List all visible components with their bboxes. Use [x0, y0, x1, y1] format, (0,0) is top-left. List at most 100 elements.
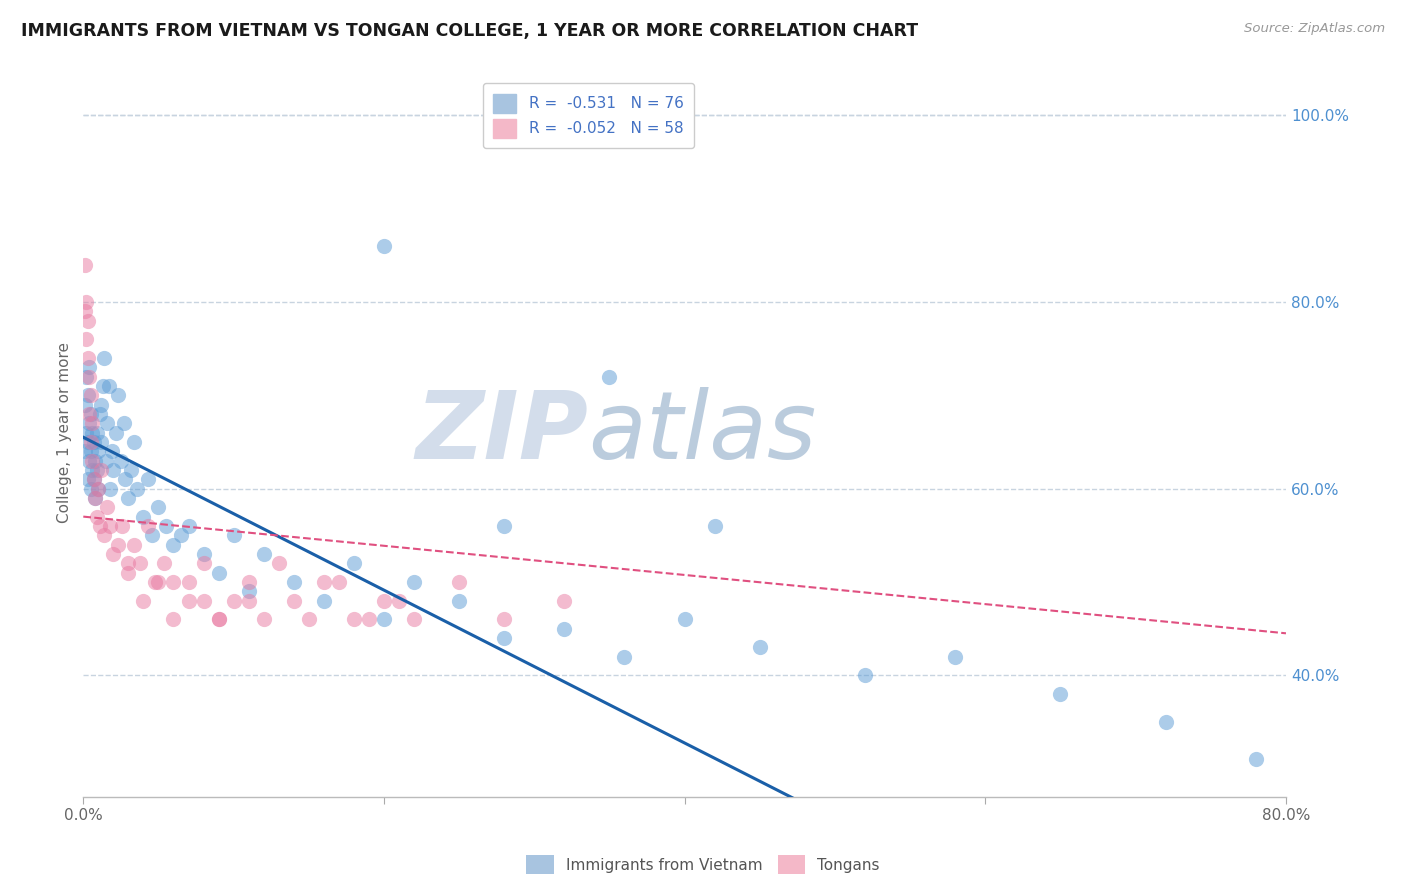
Point — [101, 444, 124, 458]
Point — [238, 574, 260, 589]
Point — [1244, 752, 1267, 766]
Point — [312, 593, 335, 607]
Point — [96, 417, 118, 431]
Point — [84, 491, 107, 505]
Point — [748, 640, 770, 655]
Point — [238, 593, 260, 607]
Point — [86, 509, 108, 524]
Point — [96, 500, 118, 515]
Point — [97, 379, 120, 393]
Point — [80, 444, 103, 458]
Point — [103, 547, 125, 561]
Point — [207, 612, 229, 626]
Point — [373, 593, 395, 607]
Point — [1154, 714, 1177, 729]
Point — [553, 622, 575, 636]
Point — [177, 519, 200, 533]
Legend: Immigrants from Vietnam, Tongans: Immigrants from Vietnam, Tongans — [520, 849, 886, 880]
Point — [193, 556, 215, 570]
Legend: R =  -0.531   N = 76, R =  -0.052   N = 58: R = -0.531 N = 76, R = -0.052 N = 58 — [482, 84, 695, 148]
Point — [193, 547, 215, 561]
Text: IMMIGRANTS FROM VIETNAM VS TONGAN COLLEGE, 1 YEAR OR MORE CORRELATION CHART: IMMIGRANTS FROM VIETNAM VS TONGAN COLLEG… — [21, 22, 918, 40]
Point — [103, 463, 125, 477]
Point — [91, 379, 114, 393]
Point — [80, 434, 103, 449]
Point — [73, 258, 96, 272]
Point — [222, 528, 245, 542]
Point — [117, 566, 139, 580]
Point — [75, 425, 97, 440]
Point — [132, 593, 155, 607]
Point — [170, 528, 193, 542]
Point — [298, 612, 321, 626]
Point — [86, 425, 108, 440]
Point — [141, 528, 163, 542]
Point — [283, 593, 305, 607]
Point — [89, 407, 111, 421]
Point — [613, 649, 636, 664]
Point — [82, 453, 104, 467]
Text: atlas: atlas — [589, 387, 817, 478]
Point — [703, 519, 725, 533]
Point — [76, 388, 98, 402]
Point — [402, 612, 425, 626]
Point — [98, 482, 121, 496]
Point — [162, 612, 184, 626]
Point — [110, 453, 132, 467]
Point — [373, 239, 395, 253]
Point — [494, 631, 516, 645]
Point — [253, 612, 276, 626]
Point — [136, 519, 159, 533]
Point — [84, 491, 107, 505]
Point — [90, 434, 112, 449]
Point — [76, 351, 98, 365]
Point — [124, 434, 146, 449]
Point — [86, 463, 108, 477]
Point — [132, 509, 155, 524]
Point — [80, 407, 103, 421]
Point — [89, 519, 111, 533]
Point — [73, 444, 96, 458]
Point — [373, 612, 395, 626]
Point — [73, 398, 96, 412]
Text: Source: ZipAtlas.com: Source: ZipAtlas.com — [1244, 22, 1385, 36]
Point — [328, 574, 350, 589]
Point — [177, 574, 200, 589]
Point — [402, 574, 425, 589]
Point — [449, 574, 471, 589]
Point — [90, 398, 112, 412]
Point — [79, 360, 101, 375]
Point — [253, 547, 276, 561]
Point — [129, 556, 152, 570]
Point — [80, 388, 103, 402]
Point — [112, 417, 135, 431]
Point — [82, 425, 104, 440]
Point — [343, 612, 366, 626]
Point — [83, 434, 105, 449]
Y-axis label: College, 1 year or more: College, 1 year or more — [58, 343, 72, 523]
Point — [449, 593, 471, 607]
Point — [388, 593, 411, 607]
Point — [494, 612, 516, 626]
Point — [82, 463, 104, 477]
Point — [90, 463, 112, 477]
Text: ZIP: ZIP — [416, 386, 589, 479]
Point — [79, 417, 101, 431]
Point — [76, 472, 98, 486]
Point — [943, 649, 966, 664]
Point — [177, 593, 200, 607]
Point — [75, 369, 97, 384]
Point — [87, 482, 110, 496]
Point — [124, 538, 146, 552]
Point — [357, 612, 380, 626]
Point — [312, 574, 335, 589]
Point — [162, 538, 184, 552]
Point — [93, 351, 115, 365]
Point — [117, 491, 139, 505]
Point — [79, 407, 101, 421]
Point — [153, 556, 176, 570]
Point — [494, 519, 516, 533]
Point — [76, 313, 98, 327]
Point — [76, 434, 98, 449]
Point — [343, 556, 366, 570]
